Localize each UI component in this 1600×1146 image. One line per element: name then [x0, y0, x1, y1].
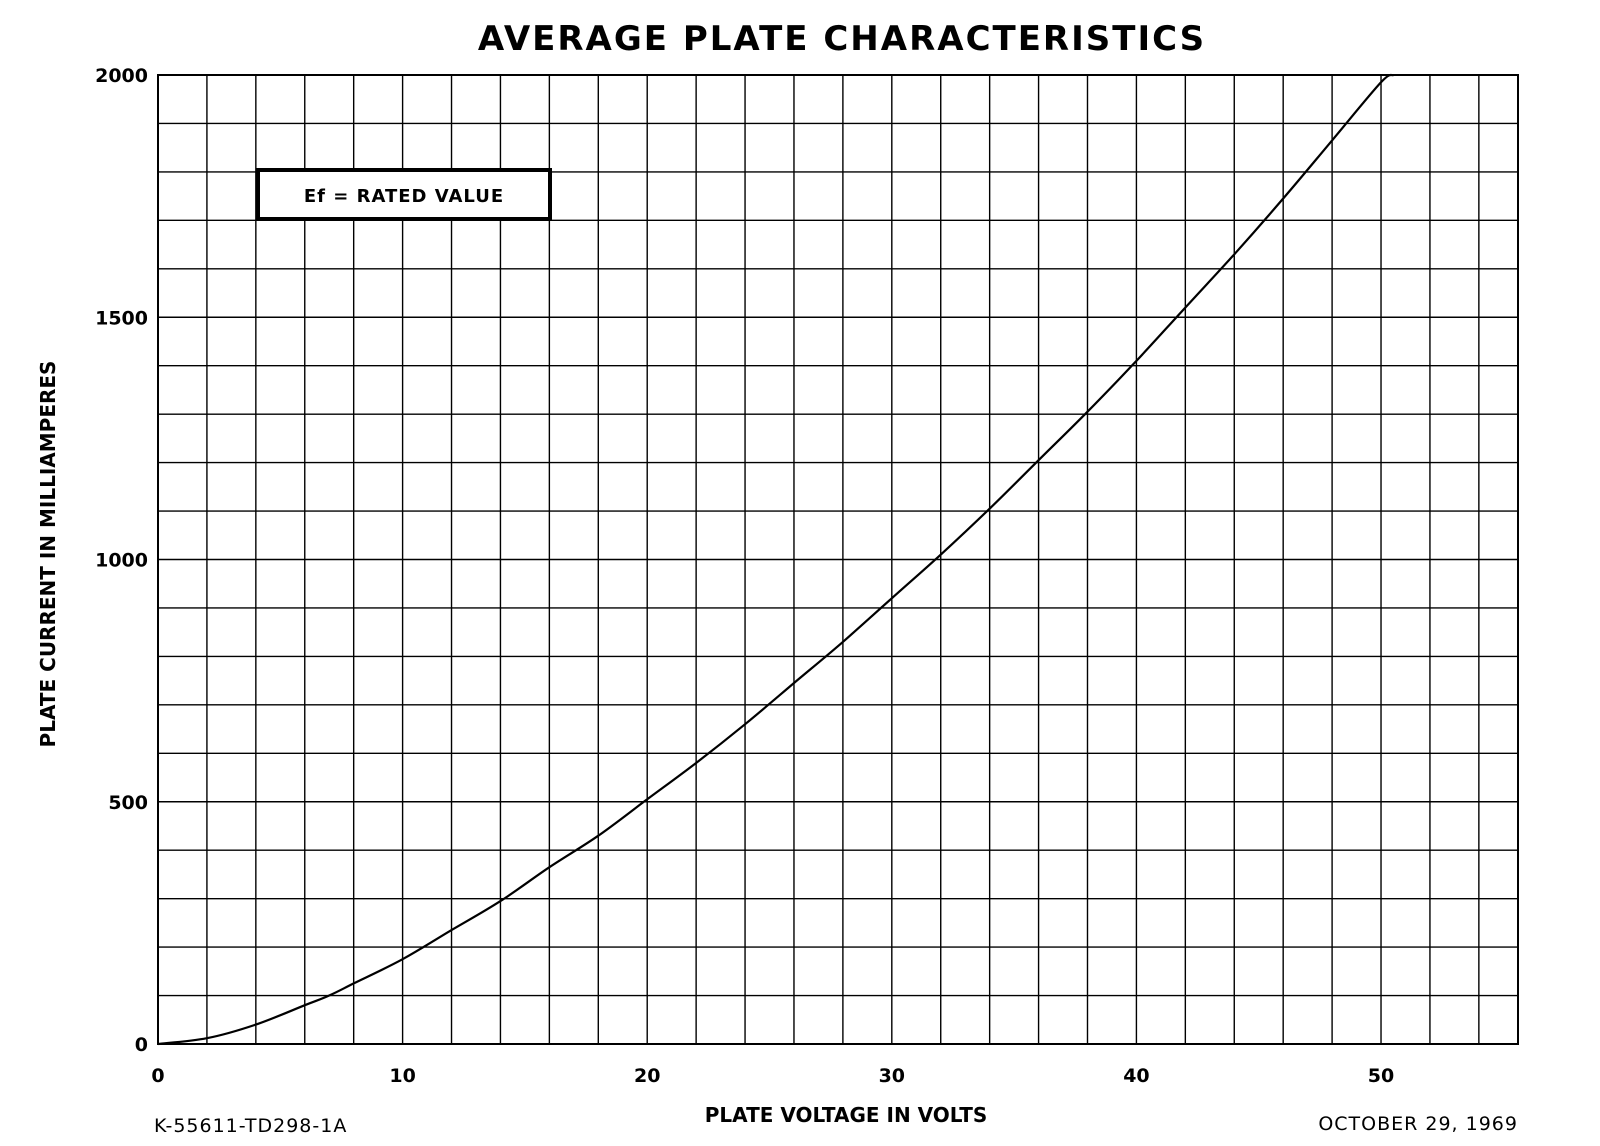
- x-axis-label: PLATE VOLTAGE IN VOLTS: [705, 1103, 988, 1127]
- annotation-frame: [256, 168, 552, 221]
- grid: [158, 75, 1518, 1044]
- annotation-box: Ef = RATED VALUE: [256, 168, 552, 221]
- x-tick-label-0: 0: [151, 1065, 164, 1087]
- y-tick-label-3: 1500: [95, 307, 148, 329]
- document-code: K-55611-TD298-1A: [154, 1115, 347, 1137]
- y-tick-label-0: 0: [135, 1034, 148, 1056]
- x-axis-ticks: 0 10 20 30 40 50: [151, 1065, 1394, 1087]
- series-line-plate-current: [157, 73, 1394, 1046]
- x-tick-label-5: 50: [1368, 1065, 1394, 1087]
- x-tick-label-3: 30: [879, 1065, 905, 1087]
- document-date: OCTOBER 29, 1969: [1318, 1113, 1518, 1135]
- y-tick-label-2: 1000: [95, 550, 148, 572]
- y-tick-label-4: 2000: [95, 65, 148, 87]
- y-axis-ticks: 0 500 1000 1500 2000: [95, 65, 148, 1056]
- chart-title: AVERAGE PLATE CHARACTERISTICS: [478, 19, 1206, 59]
- y-tick-label-1: 500: [108, 792, 148, 814]
- annotation-text: Ef = RATED VALUE: [304, 186, 504, 207]
- x-tick-label-1: 10: [389, 1065, 415, 1087]
- plot-frame: [157, 74, 1519, 1045]
- x-tick-label-4: 40: [1123, 1065, 1149, 1087]
- x-tick-label-2: 20: [634, 1065, 660, 1087]
- y-axis-label: PLATE CURRENT IN MILLIAMPERES: [36, 361, 60, 748]
